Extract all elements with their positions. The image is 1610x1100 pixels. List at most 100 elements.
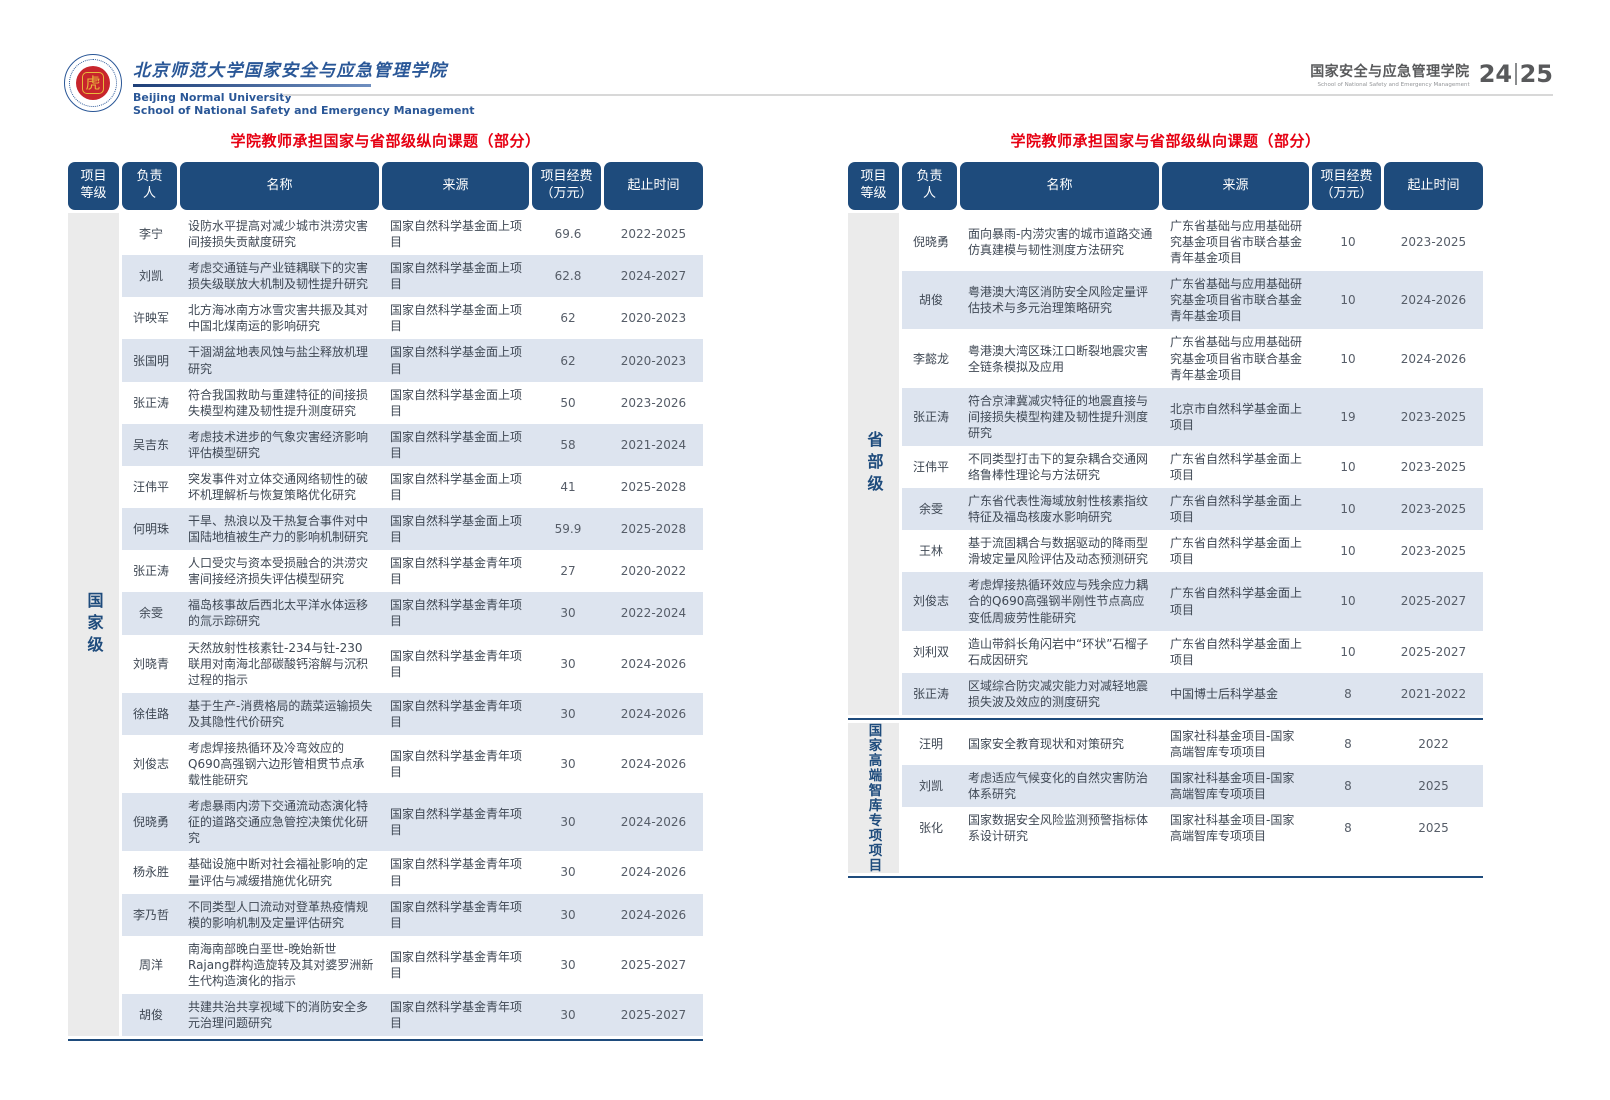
cell-source: 国家自然科学基金青年项目 — [390, 598, 523, 629]
seal-ring: 虎 — [69, 59, 117, 107]
cell-source: 国家自然科学基金青年项目 — [390, 999, 523, 1031]
cell-name: 国家安全教育现状和对策研究 — [968, 736, 1125, 751]
cell-period: 2023-2025 — [1400, 544, 1467, 559]
cell-leader: 刘晓青 — [132, 656, 169, 671]
cell-leader: 王林 — [918, 544, 943, 559]
cell-name: 人口受灾与资本受损融合的洪涝灾害间接经济损失评估模型研究 — [188, 556, 369, 587]
cell-leader: 刘俊志 — [132, 757, 169, 772]
cell-name: 国家数据安全风险监测预警指标体系设计研究 — [968, 813, 1149, 844]
table-body: 国家级 李宁 设防水平提高对减少城市洪涝灾害间接损失贡献度研究 国家自然科学基金面上项… — [68, 213, 703, 1037]
cell-period: 2024-2026 — [1400, 293, 1467, 308]
table-row: 胡俊 共建共治共享视域下的消防安全多元治理问题研究 国家自然科学基金青年项目 30 20… — [122, 993, 703, 1037]
cell-leader: 徐佳路 — [132, 706, 169, 721]
cell-fund: 10 — [1340, 544, 1356, 559]
cell-fund: 30 — [560, 865, 576, 880]
cell-leader: 汪明 — [918, 736, 943, 751]
category-cell: 省部级 — [848, 213, 899, 715]
table-row: 刘晓青 天然放射性核素钍-234与钍-230联用对南海北部碳酸钙溶解与沉积过程的指… — [122, 634, 703, 693]
cell-leader: 张正涛 — [132, 564, 169, 579]
cell-fund: 62 — [560, 353, 576, 368]
cell-period: 2024-2026 — [620, 706, 687, 721]
cell-name: 共建共治共享视域下的消防安全多元治理问题研究 — [188, 999, 369, 1031]
cell-source: 国家自然科学基金青年项目 — [390, 949, 523, 980]
cell-source: 广东省基础与应用基础研究基金项目省市联合基金青年基金项目 — [1170, 335, 1303, 382]
table-row: 张正涛 区域综合防灾减灾能力对减轻地震损失波及效应的测度研究 中国博士后科学基金 8 2… — [902, 672, 1483, 715]
cell-source: 北京市自然科学基金面上项目 — [1170, 401, 1303, 432]
column-header: 项目经费 （万元） — [1312, 162, 1381, 210]
logo-en-line1: Beijing Normal University — [133, 90, 292, 104]
category-cell: 国家高端智库专项项目 — [848, 722, 899, 873]
seal-glyph-box: 虎 — [82, 72, 104, 94]
table-row: 倪晓勇 考虑暴雨内涝下交通流动态演化特征的道路交通应急管控决策优化研究 国家自然科学… — [122, 793, 703, 852]
cell-name: 区域综合防灾减灾能力对减轻地震损失波及效应的测度研究 — [968, 678, 1149, 709]
table-section: 国家级 李宁 设防水平提高对减少城市洪涝灾害间接损失贡献度研究 国家自然科学基金面上项… — [68, 213, 703, 1037]
table-row: 余雯 福岛核事故后西北太平洋水体运移的氚示踪研究 国家自然科学基金青年项目 30 202… — [122, 592, 703, 635]
cell-leader: 余雯 — [138, 606, 163, 621]
cell-fund: 10 — [1340, 502, 1356, 517]
cell-source: 国家自然科学基金青年项目 — [390, 556, 523, 587]
table-bottom-rule — [68, 1039, 703, 1042]
table-row: 吴吉东 考虑技术进步的气象灾害经济影响评估模型研究 国家自然科学基金面上项目 58 20… — [122, 423, 703, 466]
column-header: 来源 — [1162, 162, 1309, 210]
cell-fund: 30 — [560, 606, 576, 621]
cell-fund: 10 — [1340, 644, 1356, 659]
cell-source: 国家自然科学基金面上项目 — [390, 387, 523, 418]
cell-fund: 10 — [1340, 351, 1356, 366]
cell-fund: 30 — [560, 656, 576, 671]
cell-source: 广东省自然科学基金面上项目 — [1170, 451, 1303, 483]
table-title: 学院教师承担国家与省部级纵向课题（部分） — [230, 132, 541, 150]
column-header: 起止时间 — [604, 162, 703, 210]
cell-leader: 李乃哲 — [132, 907, 169, 922]
table-row: 张化 国家数据安全风险监测预警指标体系设计研究 国家社科基金项目-国家高端智库专项项… — [902, 807, 1483, 850]
cell-period: 2023-2025 — [1400, 502, 1467, 517]
table-row: 倪晓勇 面向暴雨-内涝灾害的城市道路交通仿真建模与韧性测度方法研究 广东省基础与应用… — [902, 213, 1483, 272]
cell-leader: 汪伟平 — [912, 459, 949, 474]
table-row: 余雯 广东省代表性海域放射性核素指纹特征及福岛核废水影响研究 广东省自然科学基金面上… — [902, 488, 1483, 531]
cell-leader: 胡俊 — [138, 1008, 163, 1022]
cell-source: 国家自然科学基金面上项目 — [390, 429, 523, 460]
column-header: 起止时间 — [1384, 162, 1483, 210]
cell-leader: 张正涛 — [912, 409, 949, 424]
logo-underline — [133, 84, 371, 87]
cell-fund: 59.9 — [554, 522, 582, 537]
cell-name: 南海南部晚白垩世-晚始新世Rajang群构造旋转及其对婆罗洲新生代构造演化的指示 — [188, 941, 374, 988]
table-section: 省部级 倪晓勇 面向暴雨-内涝灾害的城市道路交通仿真建模与韧性测度方法研究 广东省基础… — [848, 213, 1483, 715]
cell-period: 2025 — [1418, 779, 1449, 794]
cell-leader: 何明珠 — [132, 522, 169, 537]
cell-period: 2024-2026 — [620, 757, 687, 772]
cell-name: 考虑交通链与产业链耦联下的灾害损失级联放大机制及韧性提升研究 — [188, 261, 369, 292]
cell-name: 符合京津冀减灾特征的地震直接与间接损失模型构建及韧性提升测度研究 — [968, 393, 1149, 440]
table-row: 李宁 设防水平提高对减少城市洪涝灾害间接损失贡献度研究 国家自然科学基金面上项目 69… — [122, 213, 703, 256]
cell-name: 天然放射性核素钍-234与钍-230联用对南海北部碳酸钙溶解与沉积过程的指示 — [188, 640, 369, 687]
cell-name: 基于流固耦合与数据驱动的降雨型滑坡定量风险评估及动态预测研究 — [968, 536, 1149, 567]
cell-period: 2025-2028 — [620, 479, 687, 494]
cell-period: 2020-2022 — [620, 564, 687, 579]
cell-source: 国家自然科学基金面上项目 — [390, 471, 523, 503]
cell-leader: 刘凯 — [138, 269, 163, 284]
column-header: 负责 人 — [122, 162, 177, 210]
cell-fund: 30 — [560, 907, 576, 922]
cell-leader: 李宁 — [138, 227, 163, 242]
cell-name: 广东省代表性海域放射性核素指纹特征及福岛核废水影响研究 — [968, 494, 1149, 525]
logo-cn-title: 北京师范大学国家安全与应急管理学院 — [133, 61, 448, 81]
cell-period: 2024-2026 — [620, 815, 687, 830]
cell-period: 2020-2023 — [620, 311, 687, 326]
table-row: 徐佳路 基于生产-消费格局的蔬菜运输损失及其隐性代价研究 国家自然科学基金青年项目 3… — [122, 692, 703, 735]
cell-leader: 张正涛 — [912, 686, 949, 701]
table-row: 胡俊 粤港澳大湾区消防安全风险定量评估技术与多元治理策略研究 广东省基础与应用基础研… — [902, 271, 1483, 330]
cell-period: 2023-2025 — [1400, 459, 1467, 474]
category-cell: 国家级 — [68, 213, 119, 1037]
cell-leader: 余雯 — [918, 502, 943, 517]
cell-fund: 8 — [1344, 686, 1352, 701]
table-row: 刘凯 考虑适应气候变化的自然灾害防治体系研究 国家社科基金项目-国家高端智库专项项目… — [902, 765, 1483, 808]
cell-source: 国家自然科学基金青年项目 — [390, 698, 523, 729]
header-right-text: 国家安全与应急管理学院 School of National Safety an… — [1310, 61, 1470, 88]
cell-leader: 杨永胜 — [132, 865, 169, 880]
cell-fund: 8 — [1344, 821, 1352, 836]
cell-fund: 58 — [560, 437, 576, 452]
table-row: 李乃哲 不同类型人口流动对登革热疫情规模的影响机制及定量评估研究 国家自然科学基金青… — [122, 893, 703, 936]
logo-en-line2: School of National Safety and Emergency … — [133, 104, 475, 118]
column-header: 名称 — [960, 162, 1159, 210]
cell-name: 考虑焊接热循环效应与残余应力耦合的Q690高强钢半刚性节点高应变低周疲劳性能研究 — [968, 578, 1149, 625]
school-name-cn: 国家安全与应急管理学院 — [1310, 63, 1470, 80]
